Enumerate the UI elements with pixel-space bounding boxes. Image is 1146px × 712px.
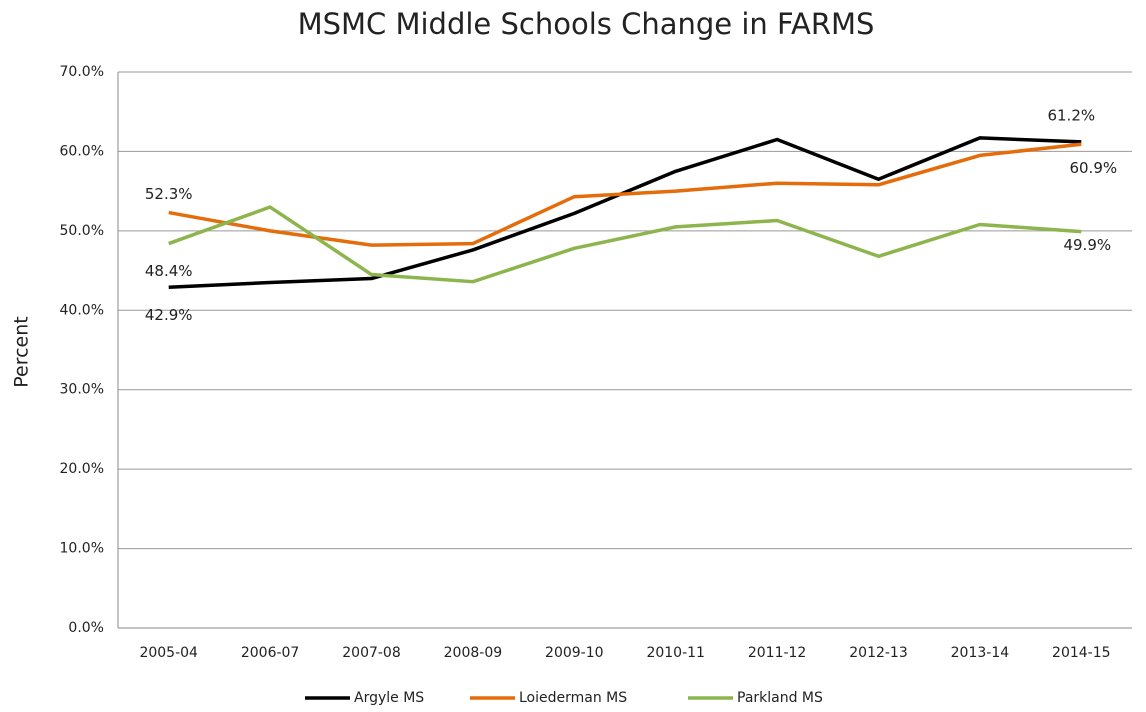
data-label: 48.4% [145,262,193,280]
x-tick-label: 2013-14 [951,645,1010,661]
legend-label: Parkland MS [737,690,823,706]
data-label: 61.2% [1047,106,1095,124]
y-tick-label: 40.0% [60,302,104,318]
series-line [168,136,1082,289]
series-line [168,205,1082,284]
y-axis-title: Percent [11,316,33,388]
data-label: 52.3% [145,185,193,203]
x-tick-label: 2008-09 [444,645,503,661]
x-tick-label: 2009-10 [545,645,604,661]
x-tick-label: 2010-11 [646,645,705,661]
chart-title: MSMC Middle Schools Change in FARMS [298,7,875,41]
x-tick-label: 2005-04 [139,645,198,661]
data-label: 49.9% [1063,236,1111,254]
legend-label: Argyle MS [354,690,424,706]
data-label: 42.9% [145,306,193,324]
series-line [168,142,1082,247]
x-tick-label: 2006-07 [241,645,300,661]
y-tick-label: 30.0% [60,382,104,398]
y-tick-label: 20.0% [60,461,104,477]
y-tick-label: 60.0% [60,143,104,159]
data-label: 60.9% [1069,159,1117,177]
legend-label: Loiederman MS [519,690,627,706]
x-tick-label: 2014-15 [1052,645,1111,661]
y-tick-label: 10.0% [60,541,104,557]
y-tick-label: 0.0% [68,620,104,636]
x-tick-label: 2012-13 [849,645,908,661]
y-tick-label: 70.0% [60,64,104,80]
x-tick-label: 2011-12 [748,645,807,661]
x-tick-label: 2007-08 [342,645,401,661]
y-tick-label: 50.0% [60,223,104,239]
